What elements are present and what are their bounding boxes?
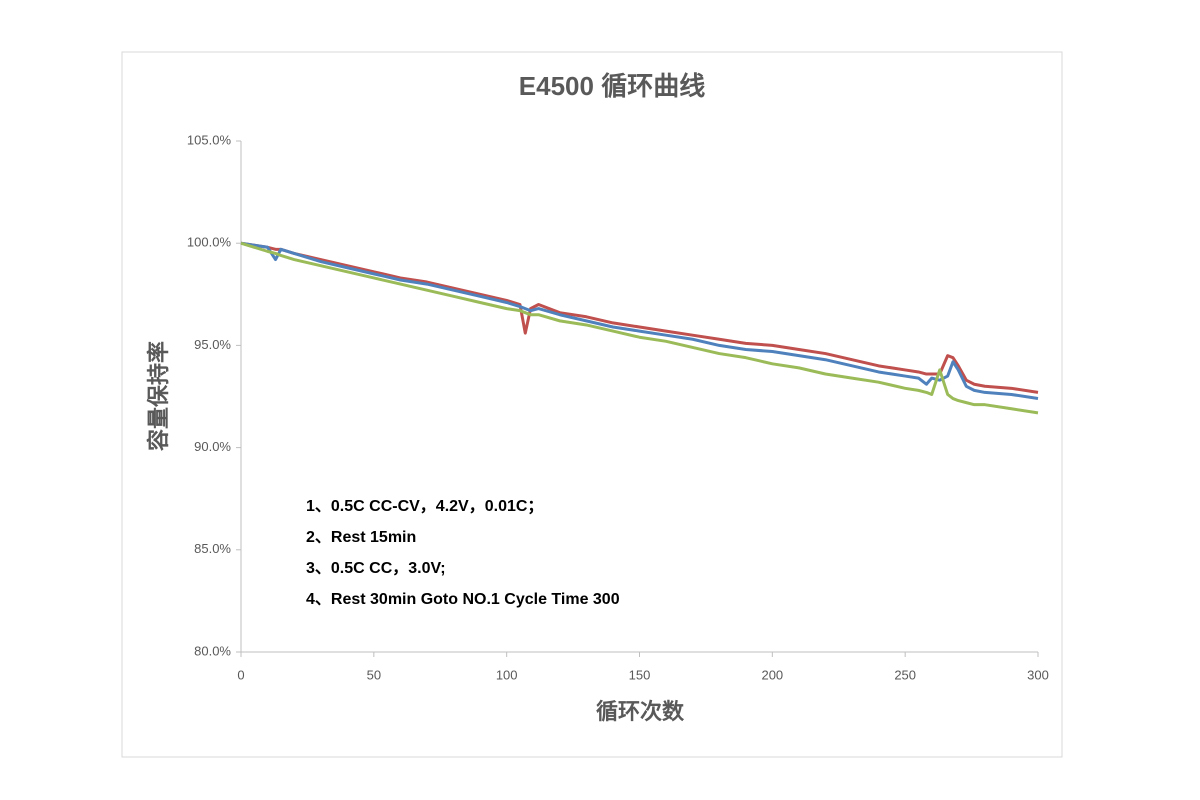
chart-border [121, 51, 1063, 758]
annotation: 2、Rest 15min [306, 529, 416, 546]
x-tick-label: 300 [1027, 667, 1049, 682]
x-axis-label: 循环次数 [596, 699, 685, 724]
series-line [240, 241, 1039, 415]
x-tick-label: 0 [237, 667, 244, 682]
y-tick-label: 85.0% [194, 541, 231, 556]
y-tick-label: 100.0% [187, 235, 232, 250]
x-tick-label: 150 [629, 667, 651, 682]
y-tick-label: 95.0% [194, 337, 231, 352]
y-tick-label: 105.0% [187, 132, 232, 147]
series-line [240, 241, 1039, 401]
y-tick-label: 80.0% [194, 643, 231, 658]
annotation: 1、0.5C CC-CV，4.2V，0.01C； [306, 498, 543, 515]
x-tick-label: 50 [367, 667, 381, 682]
annotation: 4、Rest 30min Goto NO.1 Cycle Time 300 [306, 591, 620, 608]
x-tick-label: 100 [496, 667, 518, 682]
annotation: 3、0.5C CC，3.0V; [306, 560, 446, 577]
y-axis-label: 容量保持率 [146, 341, 171, 451]
y-tick-label: 90.0% [194, 439, 231, 454]
x-tick-label: 250 [894, 667, 916, 682]
chart-title: E4500 循环曲线 [519, 71, 705, 101]
x-tick-label: 200 [761, 667, 783, 682]
series-line [240, 241, 1039, 394]
